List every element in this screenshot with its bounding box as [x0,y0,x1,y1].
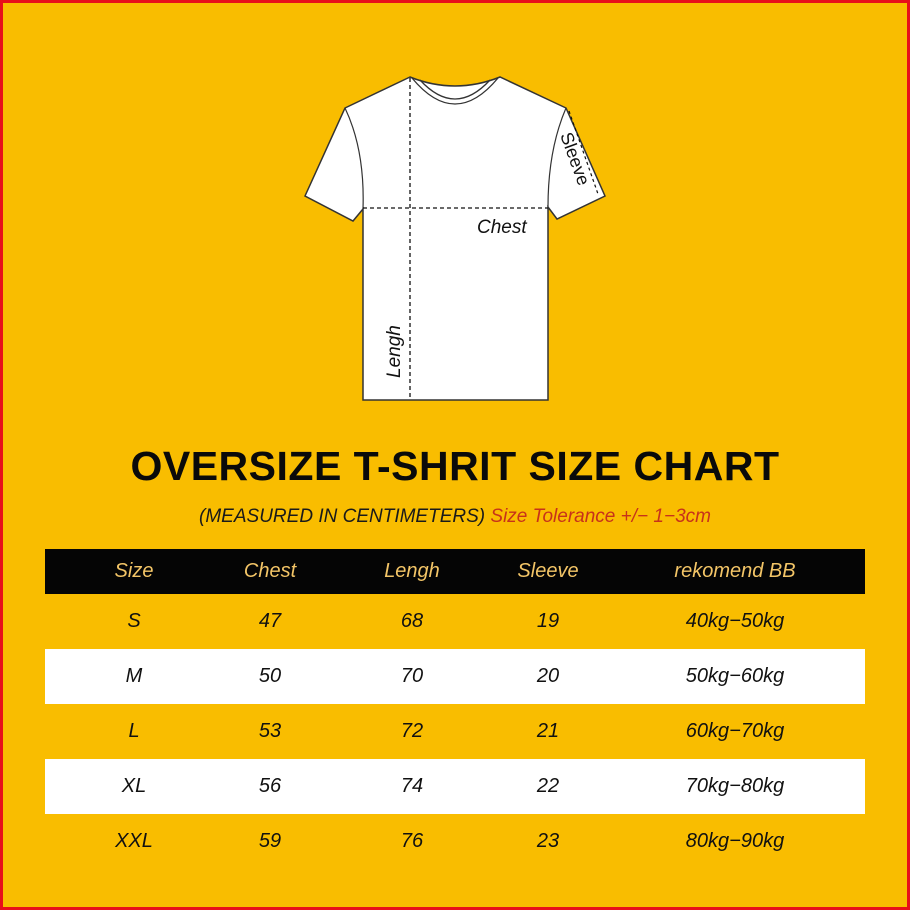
chest-cell: 47 [258,610,282,632]
sleeve-measure-line [568,110,599,195]
right-sleeve-seam [547,107,567,208]
chest-cell: 59 [258,830,282,852]
header-size: Size [114,560,154,582]
length-cell: 74 [400,775,424,797]
size-cell: XL [121,775,147,797]
collar-inner [419,79,491,100]
chest-cell: 50 [258,665,282,687]
size-cell: XXL [115,830,153,852]
weight-cell: 80kg−90kg [685,830,785,852]
header-sleeve: Sleeve [517,560,579,582]
size-table: Size Chest Lengh Sleeve rekomend BB S 47… [45,549,865,869]
weight-cell: 60kg−70kg [685,720,785,742]
size-cell: S [127,610,141,632]
table-row: L 53 72 21 60kg−70kg [45,704,865,759]
page-title: OVERSIZE T-SHRIT SIZE CHART [130,443,780,489]
chest-cell: 53 [258,720,282,742]
table-row: M 50 70 20 50kg−60kg [45,649,865,704]
collar [411,77,499,105]
tshirt-diagram: Chest Lengh Sleeve [304,76,606,401]
weight-cell: 40kg−50kg [685,610,785,632]
size-cell: M [125,665,143,687]
table-row: XL 56 74 22 70kg−80kg [45,759,865,814]
weight-cell: 50kg−60kg [685,665,785,687]
tshirt-outline [304,76,606,401]
length-cell: 72 [400,720,424,742]
chest-label: Chest [477,217,527,238]
tolerance-note: Size Tolerance +/− 1−3cm [490,506,711,527]
table-header: Size Chest Lengh Sleeve rekomend BB [45,549,865,594]
size-cell: L [128,720,140,742]
header-weight: rekomend BB [674,560,796,582]
subtitle: (MEASURED IN CENTIMETERS) Size Tolerance… [0,506,910,528]
header-length: Lengh [384,560,440,582]
length-label: Lengh [384,325,405,378]
table-row: XXL 59 76 23 80kg−90kg [45,814,865,869]
sleeve-cell: 22 [536,775,560,797]
weight-cell: 70kg−80kg [685,775,785,797]
sleeve-cell: 19 [536,610,560,632]
length-cell: 76 [400,830,424,852]
header-chest: Chest [243,560,297,582]
measured-note: (MEASURED IN CENTIMETERS) [199,506,486,527]
sleeve-cell: 23 [536,830,560,852]
table-row: S 47 68 19 40kg−50kg [45,594,865,649]
left-sleeve-seam [344,107,364,210]
chest-cell: 56 [258,775,282,797]
sleeve-cell: 20 [536,665,560,687]
length-cell: 70 [400,665,424,687]
sleeve-cell: 21 [536,720,560,742]
length-cell: 68 [400,610,424,632]
